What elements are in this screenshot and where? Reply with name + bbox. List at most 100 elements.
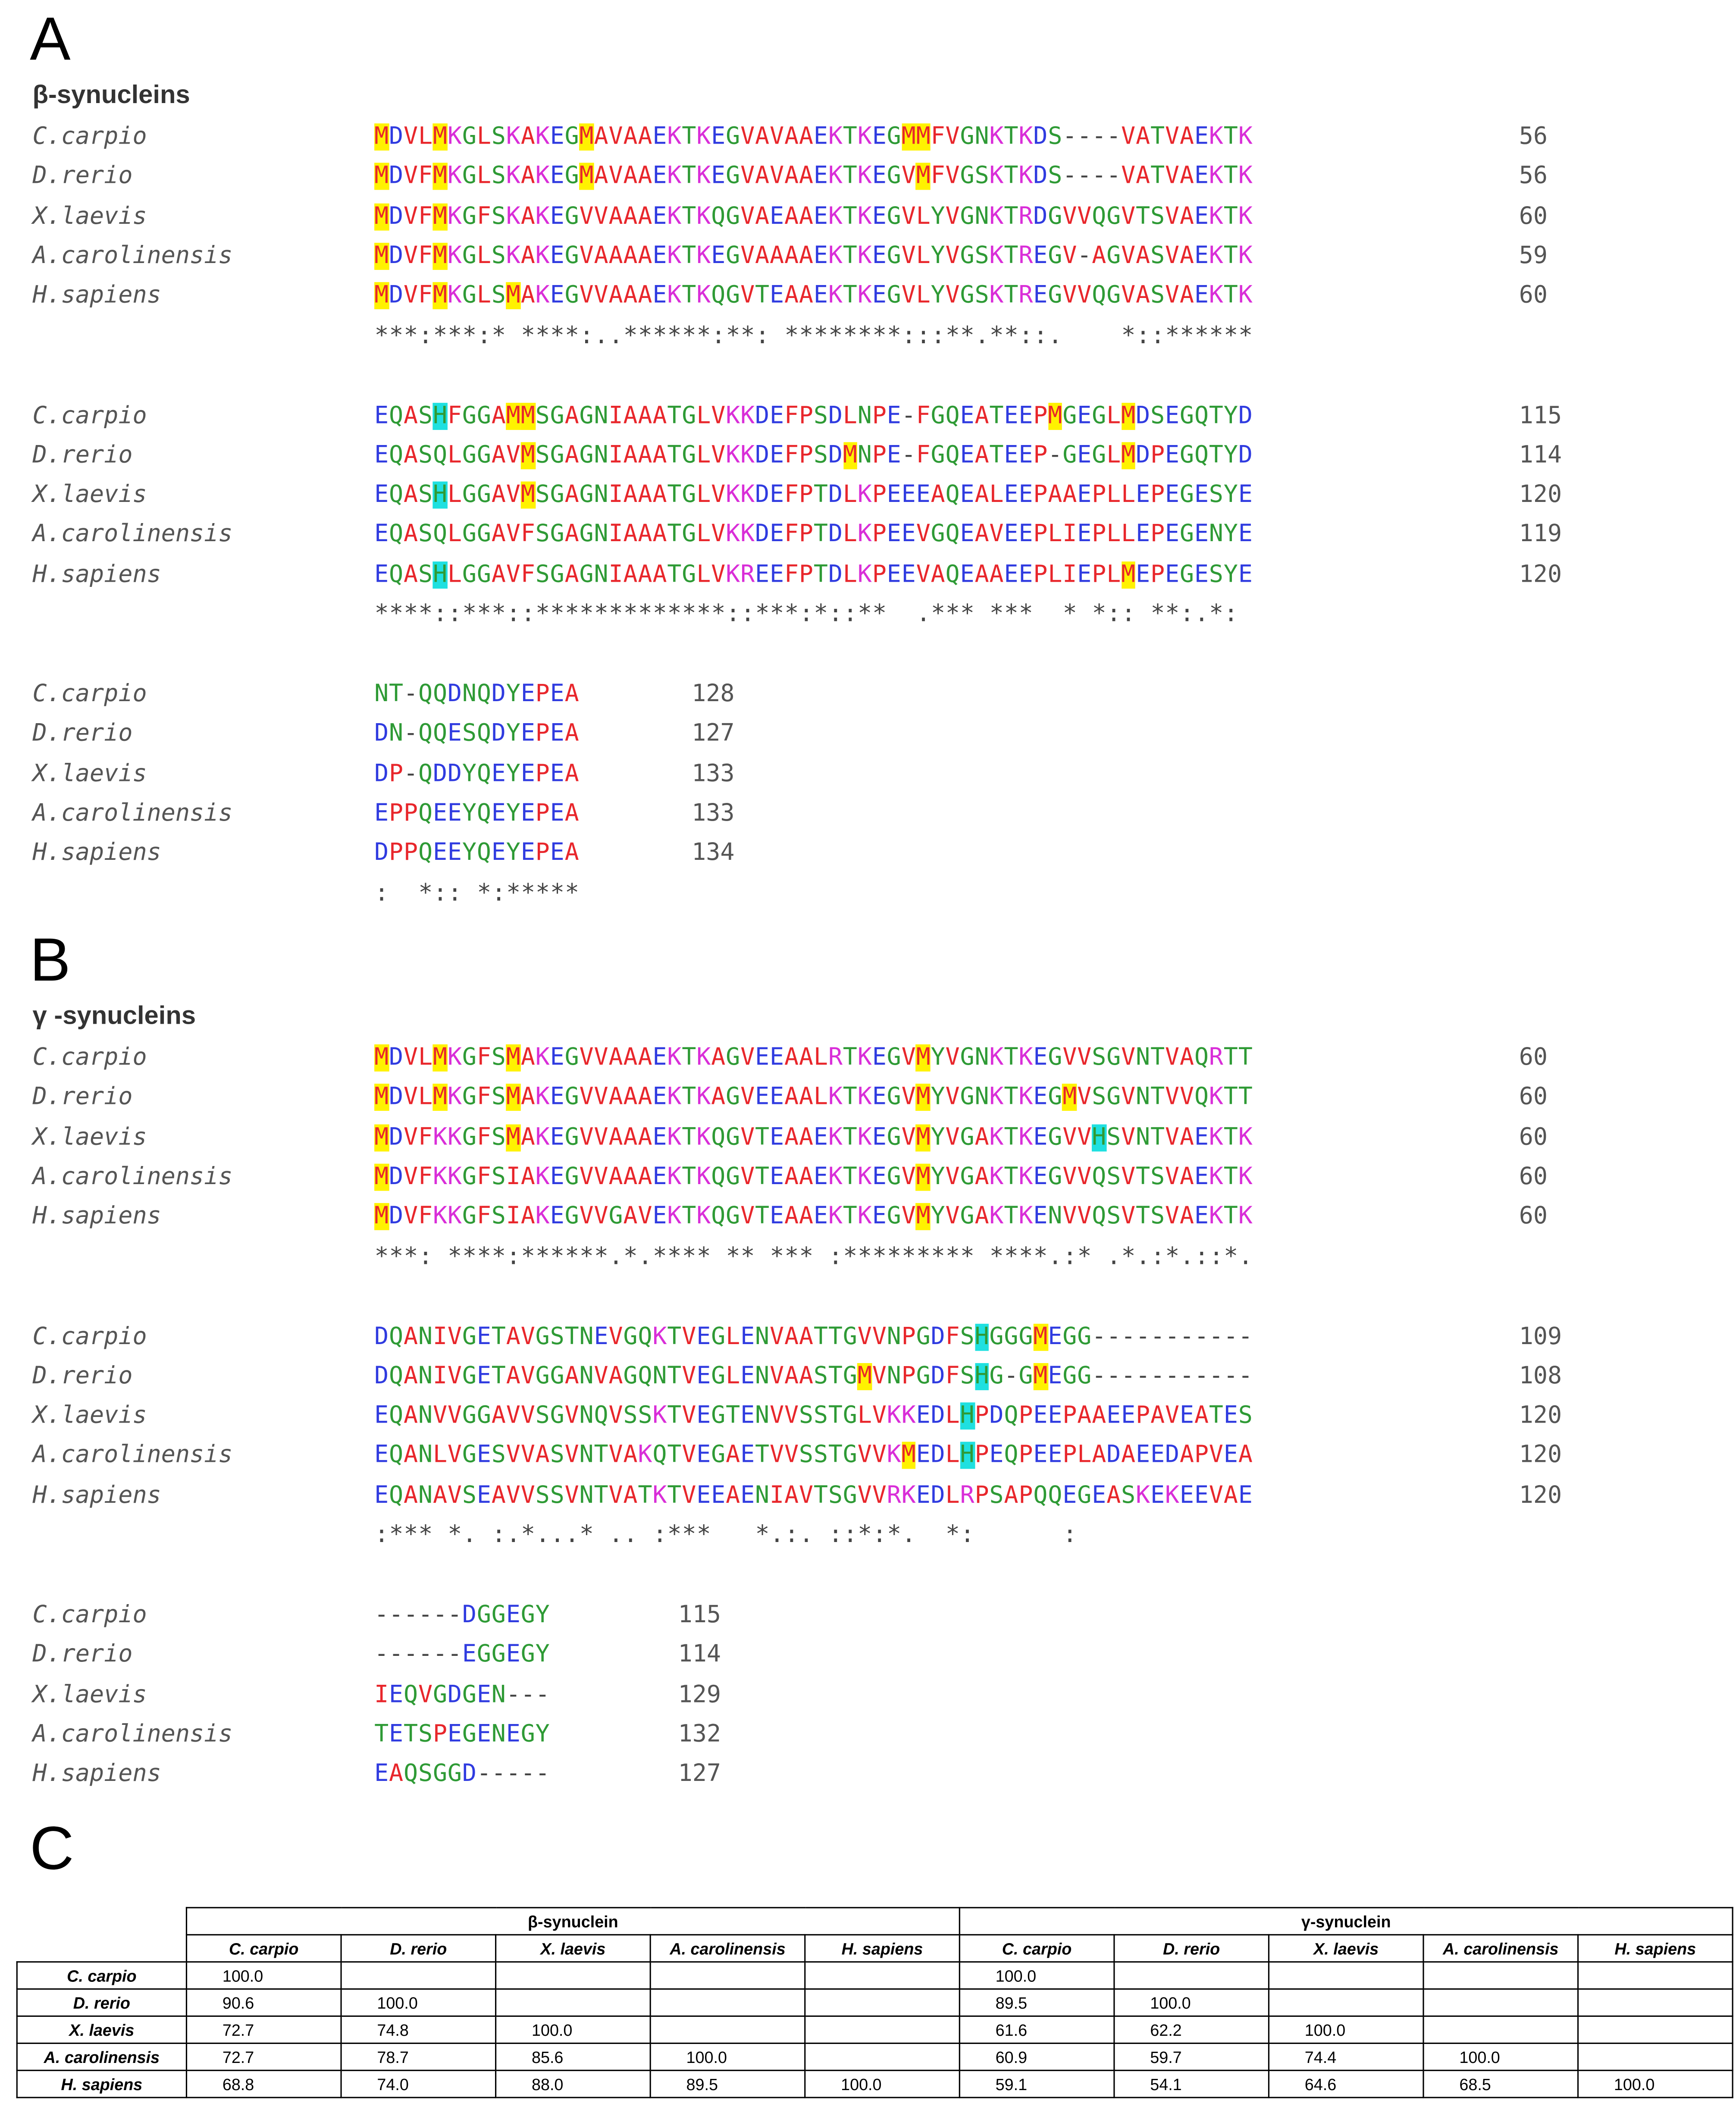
consensus-row: ***: ****:******.*.**** ** *** :********… (0, 1240, 1736, 1276)
alignment-row: D.rerio MDVLMKGFSMAKEGVVAAAEKTKAGVEEAALKT… (0, 1081, 1736, 1117)
gamma-identity-cell: 74.4 (1268, 2042, 1424, 2071)
sequence: EQANAVSEAVVSSVNTVATKTVEEAENIAVTSGVVRKEDL… (374, 1482, 1253, 1509)
gamma-species-header: D. rerio (1113, 1934, 1270, 1963)
beta-identity-cell (340, 1961, 497, 1990)
residue-count: 60 (1519, 282, 1548, 310)
species-name: X.laevis (32, 1402, 147, 1430)
residue-count: 119 (1519, 521, 1562, 549)
alignment-row: C.carpio DQANIVGETAVGSTNEVGQKTVEGLENVAATT… (0, 1320, 1736, 1356)
beta-species-header: D. rerio (340, 1934, 497, 1963)
beta-identity-cell: 89.5 (649, 2069, 806, 2098)
gamma-species-header: H. sapiens (1577, 1934, 1733, 1963)
species-name: H.sapiens (32, 1482, 161, 1509)
species-name: C.carpio (32, 1044, 147, 1072)
sequence: ------EGGEGY (374, 1641, 550, 1669)
row-label: H. sapiens (16, 2069, 188, 2098)
row-label: A. carolinensis (16, 2042, 188, 2071)
residue-count: 115 (1519, 402, 1562, 429)
gamma-identity-cell (1577, 1988, 1733, 2017)
species-name: X.laevis (32, 1681, 147, 1708)
beta-identity-cell: 100.0 (340, 1988, 497, 2017)
residue-count: 60 (1519, 1203, 1548, 1231)
species-name: A.carolinensis (32, 242, 233, 270)
gamma-identity-cell (1423, 1961, 1579, 1990)
residue-count: 60 (1519, 203, 1548, 230)
gamma-identity-cell: 100.0 (1423, 2042, 1579, 2071)
beta-identity-cell: 85.6 (495, 2042, 651, 2071)
beta-identity-cell: 88.0 (495, 2069, 651, 2098)
sequence: EQASHLGGAVFSGAGNIAAATGLVKREEFPTDLKPEEVAQ… (374, 561, 1253, 589)
gamma-identity-cell: 59.1 (959, 2069, 1115, 2098)
gamma-species-header: X. laevis (1268, 1934, 1424, 1963)
species-name: H.sapiens (32, 1761, 161, 1788)
species-name: X.laevis (32, 481, 147, 509)
sequence: MDVFKKGFSIAKEGVVAAAEKTKQGVTEAAEKTKEGVMYV… (374, 1163, 1253, 1191)
residue-count: 115 (678, 1602, 721, 1629)
row-label: C. carpio (16, 1961, 188, 1990)
species-name: D.rerio (32, 721, 133, 748)
gamma-identity-cell (1423, 2015, 1579, 2044)
gamma-identity-cell (1268, 1988, 1424, 2017)
species-name: C.carpio (32, 680, 147, 708)
alignment-row: H.sapiens EAQSGGD----- 127 (0, 1758, 1736, 1793)
gamma-identity-cell: 59.7 (1113, 2042, 1270, 2071)
residue-count: 108 (1519, 1363, 1562, 1390)
row-label: D. rerio (16, 1988, 188, 2017)
table-species-header-row: C. carpio D. rerio X. laevis A. carolinensi… (17, 1934, 1733, 1963)
alignment-row: A.carolinensis EQANLVGESVVASVNTVAKQTVEGAE… (0, 1439, 1736, 1475)
beta-identity-cell (649, 1988, 806, 2017)
gamma-identity-cell: 100.0 (959, 1961, 1115, 1990)
residue-count: 132 (678, 1721, 721, 1748)
consensus-symbols: ***: ****:******.*.**** ** *** :********… (374, 1243, 1253, 1270)
residue-count: 134 (692, 840, 735, 867)
consensus-row: : *:: *:***** (0, 877, 1736, 912)
residue-count: 133 (692, 760, 735, 788)
gamma-identity-cell (1577, 1961, 1733, 1990)
beta-identity-cell: 100.0 (649, 2042, 806, 2071)
alignment-row: C.carpio ------DGGEGY 115 (0, 1599, 1736, 1634)
table-row: D. rerio 90.6 100.0 89.5 100.0 (16, 1988, 1733, 2017)
species-name: H.sapiens (32, 282, 161, 310)
sequence: EAQSGGD----- (374, 1761, 550, 1788)
residue-count: 127 (692, 721, 735, 748)
beta-identity-cell (804, 1988, 960, 2017)
species-name: X.laevis (32, 203, 147, 230)
alignment-row: X.laevis DP-QDDYQEYEPEA 133 (0, 758, 1736, 793)
species-name: H.sapiens (32, 1203, 161, 1231)
alignment-row: H.sapiens DPPQEEYQEYEPEA 134 (0, 837, 1736, 872)
beta-title: β-synucleins (32, 81, 190, 110)
species-name: C.carpio (32, 402, 147, 429)
panel-label-a: A (30, 4, 71, 73)
alignment-row: D.rerio DN-QQESQDYEPEA 127 (0, 718, 1736, 753)
consensus-row: ***:***:* ****:..******:**: ********:::*… (0, 320, 1736, 355)
species-name: C.carpio (32, 123, 147, 151)
consensus-row: :*** *. :.*...* .. :*** *.:. ::*:*. *: : (0, 1519, 1736, 1555)
sequence: EQASQLGGAVMSGAGNIAAATGLVKKDEFPSDMNPE-FGQ… (374, 442, 1253, 469)
residue-count: 120 (1519, 1482, 1562, 1509)
alignment-row: X.laevis MDVFKKGFSMAKEGVVAAAEKTKQGVTEAAEK… (0, 1121, 1736, 1157)
sequence: TETSPEGENEGY (374, 1721, 550, 1748)
residue-count: 120 (1519, 1442, 1562, 1470)
sequence: ------DGGEGY (374, 1602, 550, 1629)
beta-identity-cell (649, 1961, 806, 1990)
species-name: A.carolinensis (32, 1721, 233, 1748)
alignment-row: C.carpio MDVLMKGLSKAKEGMAVAAEKTKEGVAVAAEK… (0, 121, 1736, 156)
sequence: EQASHFGGAMMSGAGNIAAATGLVKKDEFPSDLNPE-FGQ… (374, 402, 1253, 429)
residue-count: 59 (1519, 242, 1548, 270)
table-row: C. carpio 100.0 100.0 (16, 1961, 1733, 1990)
gamma-identity-cell (1577, 2042, 1733, 2071)
table-row: A. carolinensis 72.7 78.7 85.6 100.0 60.9 59.7… (16, 2042, 1733, 2071)
beta-identity-cell: 78.7 (340, 2042, 497, 2071)
alignment-row: X.laevis MDVFMKGFSKAKEGVVAAAEKTKQGVAEAAEK… (0, 200, 1736, 235)
alignment-row: A.carolinensis EPPQEEYQEYEPEA 133 (0, 797, 1736, 833)
alignment-row: H.sapiens MDVFKKGFSIAKEGVVGAVEKTKQGVTEAAE… (0, 1201, 1736, 1236)
alignment-row: A.carolinensis TETSPEGENEGY 132 (0, 1718, 1736, 1754)
alignment-row: X.laevis EQANVVGGAVVSGVNQVSSKTVEGTENVVSST… (0, 1400, 1736, 1435)
gamma-title: γ -synucleins (32, 1002, 196, 1031)
alignment-row: H.sapiens EQANAVSEAVVSSVNTVATKTVEEAENIAVT… (0, 1480, 1736, 1515)
sequence: MDVFMKGLSMAKEGVVAAAEKTKQGVTEAAEKTKEGVLYV… (374, 282, 1253, 310)
row-label: X. laevis (16, 2015, 188, 2044)
alignment-row: H.sapiens EQASHLGGAVFSGAGNIAAATGLVKREEFPT… (0, 558, 1736, 594)
alignment-row: C.carpio MDVLMKGFSMAKEGVVAAAEKTKAGVEEAALR… (0, 1042, 1736, 1077)
